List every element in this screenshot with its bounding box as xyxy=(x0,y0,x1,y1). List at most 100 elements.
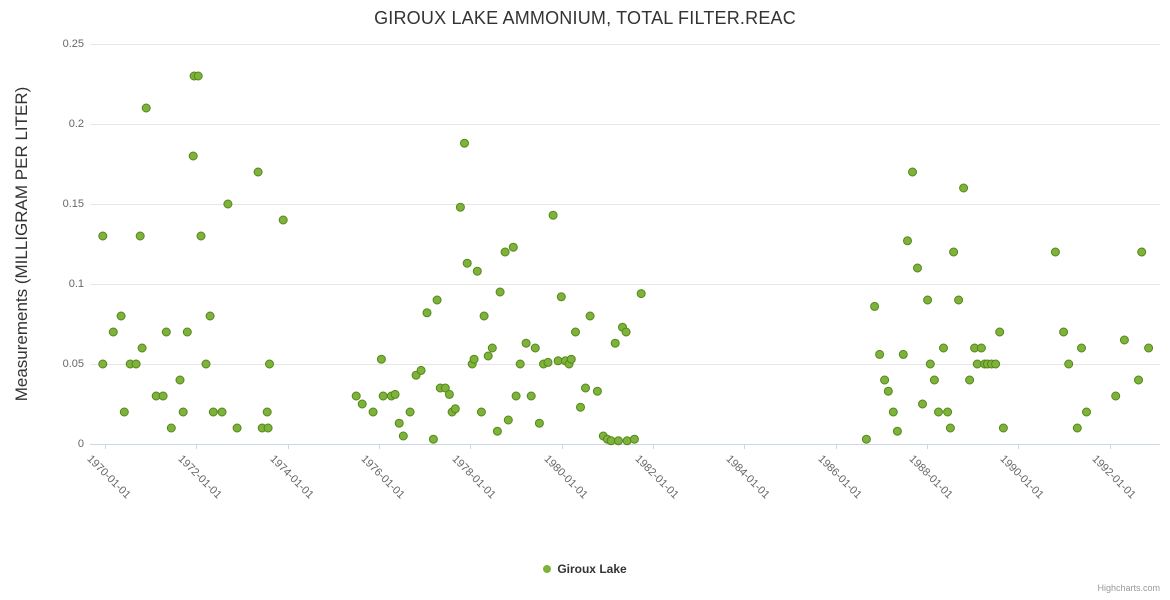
data-point[interactable] xyxy=(566,354,576,364)
data-point[interactable] xyxy=(416,365,426,375)
data-point[interactable] xyxy=(553,356,563,366)
data-point[interactable] xyxy=(141,103,151,113)
data-point[interactable] xyxy=(193,71,203,81)
data-point[interactable] xyxy=(945,423,955,433)
data-point[interactable] xyxy=(131,359,141,369)
data-point[interactable] xyxy=(135,231,145,241)
data-point[interactable] xyxy=(515,359,525,369)
data-point[interactable] xyxy=(495,287,505,297)
data-point[interactable] xyxy=(622,436,632,446)
data-point[interactable] xyxy=(444,389,454,399)
data-point[interactable] xyxy=(422,308,432,318)
data-point[interactable] xyxy=(636,289,646,299)
data-point[interactable] xyxy=(954,295,964,305)
data-point[interactable] xyxy=(217,407,227,417)
data-point[interactable] xyxy=(394,418,404,428)
data-point[interactable] xyxy=(939,343,948,353)
data-point[interactable] xyxy=(543,357,553,367)
data-point[interactable] xyxy=(508,242,518,252)
data-point[interactable] xyxy=(1059,327,1069,337)
data-point[interactable] xyxy=(534,418,544,428)
data-point[interactable] xyxy=(1137,247,1147,257)
data-point[interactable] xyxy=(888,407,898,417)
data-point[interactable] xyxy=(158,391,168,401)
data-point[interactable] xyxy=(161,327,171,337)
data-point[interactable] xyxy=(621,327,631,337)
data-point[interactable] xyxy=(182,327,192,337)
data-point[interactable] xyxy=(965,375,975,385)
data-point[interactable] xyxy=(880,375,890,385)
data-point[interactable] xyxy=(892,426,902,436)
data-point[interactable] xyxy=(581,383,590,393)
data-point[interactable] xyxy=(976,343,986,353)
data-point[interactable] xyxy=(166,423,176,433)
data-point[interactable] xyxy=(576,402,585,412)
data-point[interactable] xyxy=(178,407,188,417)
data-point[interactable] xyxy=(925,359,935,369)
data-point[interactable] xyxy=(265,359,274,369)
data-point[interactable] xyxy=(351,391,361,401)
data-point[interactable] xyxy=(521,338,531,348)
data-point[interactable] xyxy=(1144,343,1154,353)
data-point[interactable] xyxy=(440,383,450,393)
data-point[interactable] xyxy=(390,389,400,399)
data-point[interactable] xyxy=(629,434,639,444)
data-point[interactable] xyxy=(196,231,206,241)
data-point[interactable] xyxy=(898,349,908,359)
data-point[interactable] xyxy=(530,343,540,353)
data-point[interactable] xyxy=(137,343,147,353)
data-point[interactable] xyxy=(455,202,465,212)
data-point[interactable] xyxy=(991,359,1001,369)
data-point[interactable] xyxy=(492,426,502,436)
credits-link[interactable]: Highcharts.com xyxy=(1097,583,1160,593)
data-point[interactable] xyxy=(450,404,460,414)
data-point[interactable] xyxy=(556,292,566,302)
data-point[interactable] xyxy=(232,423,242,433)
data-point[interactable] xyxy=(1082,407,1091,417)
data-point[interactable] xyxy=(205,311,215,321)
data-point[interactable] xyxy=(923,295,933,305)
data-point[interactable] xyxy=(995,327,1005,337)
data-point[interactable] xyxy=(548,210,558,220)
data-point[interactable] xyxy=(1077,343,1086,353)
data-point[interactable] xyxy=(376,354,386,364)
data-point[interactable] xyxy=(483,351,493,361)
data-point[interactable] xyxy=(175,375,185,385)
data-point[interactable] xyxy=(934,407,943,417)
data-point[interactable] xyxy=(585,311,595,321)
data-point[interactable] xyxy=(959,183,969,193)
data-point[interactable] xyxy=(469,354,479,364)
data-point[interactable] xyxy=(472,266,482,276)
data-point[interactable] xyxy=(262,407,272,417)
legend[interactable]: Giroux Lake xyxy=(0,562,1170,576)
data-point[interactable] xyxy=(592,386,602,396)
data-point[interactable] xyxy=(526,391,536,401)
data-point[interactable] xyxy=(487,343,497,353)
data-point[interactable] xyxy=(883,386,893,396)
data-point[interactable] xyxy=(943,407,953,417)
data-point[interactable] xyxy=(1134,375,1143,385)
data-point[interactable] xyxy=(476,407,486,417)
data-point[interactable] xyxy=(929,375,939,385)
data-point[interactable] xyxy=(405,407,415,417)
data-point[interactable] xyxy=(1064,359,1074,369)
data-point[interactable] xyxy=(503,415,513,425)
data-point[interactable] xyxy=(1111,391,1121,401)
data-point[interactable] xyxy=(998,423,1008,433)
data-point[interactable] xyxy=(378,391,388,401)
data-point[interactable] xyxy=(479,311,489,321)
data-point[interactable] xyxy=(223,199,233,209)
data-point[interactable] xyxy=(462,258,472,268)
data-point[interactable] xyxy=(913,263,922,273)
data-point[interactable] xyxy=(861,434,871,444)
data-point[interactable] xyxy=(368,407,378,417)
data-point[interactable] xyxy=(98,231,108,241)
data-point[interactable] xyxy=(610,338,620,348)
data-point[interactable] xyxy=(108,327,118,337)
data-point[interactable] xyxy=(253,167,263,177)
data-point[interactable] xyxy=(500,247,510,257)
data-point[interactable] xyxy=(201,359,211,369)
data-point[interactable] xyxy=(870,301,880,311)
data-point[interactable] xyxy=(606,436,616,446)
data-point[interactable] xyxy=(903,236,912,246)
